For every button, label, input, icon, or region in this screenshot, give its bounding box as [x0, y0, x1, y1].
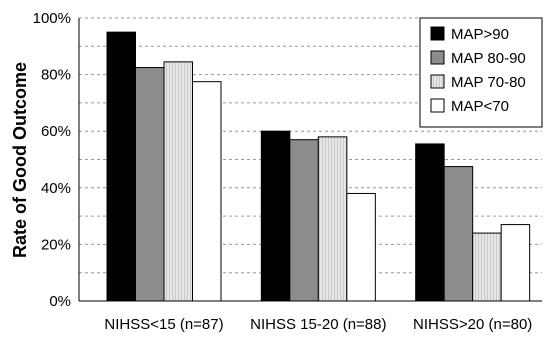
bar	[415, 143, 445, 302]
legend-label: MAP 70-80	[451, 74, 526, 91]
legend-swatch	[430, 74, 445, 89]
bars	[106, 31, 531, 302]
bar	[260, 130, 291, 302]
bar	[106, 31, 136, 302]
bar	[346, 192, 376, 302]
legend-label: MAP 80-90	[451, 50, 526, 67]
category-labels: NIHSS<15 (n=87) NIHSS 15-20 (n=88) NIHSS>2…	[104, 316, 532, 333]
legend-swatch	[430, 50, 445, 65]
bar	[472, 232, 502, 302]
legend-swatch	[430, 98, 445, 113]
legend-label: MAP>90	[451, 26, 509, 43]
category-label: NIHSS 15-20 (n=88)	[250, 316, 386, 333]
legend: MAP>90 MAP 80-90 MAP 70-80 MAP<70	[419, 17, 543, 128]
bar	[500, 224, 531, 302]
y-tick-label: 80%	[41, 67, 71, 84]
y-axis-label: Rate of Good Outcome	[10, 62, 30, 258]
y-tick-label: 0%	[49, 293, 71, 310]
bar	[135, 67, 165, 302]
y-tick-label: 40%	[41, 180, 71, 197]
y-tick-label: 60%	[41, 123, 71, 140]
bar	[163, 61, 193, 302]
bar	[289, 139, 319, 302]
bar	[443, 166, 474, 302]
y-tick-label: 20%	[41, 236, 71, 253]
bar	[192, 81, 222, 302]
y-tick-labels: 0% 20% 40% 60% 80% 100%	[33, 10, 71, 310]
legend-swatch	[430, 26, 445, 41]
category-label: NIHSS>20 (n=80)	[413, 316, 532, 333]
y-tick-label: 100%	[33, 10, 71, 27]
category-label: NIHSS<15 (n=87)	[104, 316, 223, 333]
bar	[317, 136, 348, 302]
legend-label: MAP<70	[451, 98, 509, 115]
